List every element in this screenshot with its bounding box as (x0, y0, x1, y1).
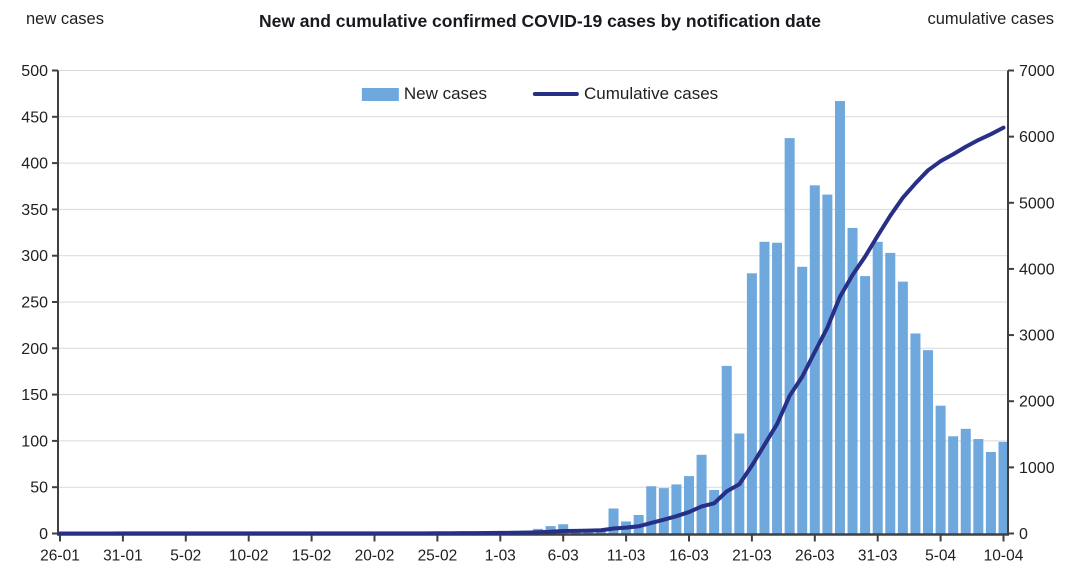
new-cases-bar-29-03 (847, 227, 858, 534)
new-cases-bar-16-03 (684, 476, 694, 534)
right-axis-tick-label: 6000 (1019, 129, 1055, 146)
new-cases-bar-6-03 (558, 524, 569, 534)
new-cases-bar-23-03 (772, 242, 783, 534)
x-axis-tick-label: 31-03 (858, 548, 898, 565)
cumulative-cases-line (58, 125, 1006, 536)
right-axis-tick-label: 2000 (1019, 394, 1055, 411)
new-cases-bar-4-04 (923, 350, 934, 534)
x-axis-tick-label: 5-04 (925, 548, 956, 565)
legend-item-new-cases: New cases (361, 84, 487, 104)
x-axis-tick-label: 26-03 (795, 548, 835, 565)
x-axis-tick-label: 16-03 (669, 548, 709, 565)
left-axis-tick-label: 500 (21, 63, 48, 80)
new-cases-bar-1-04 (885, 252, 896, 534)
right-axis-tick-label: 3000 (1019, 328, 1055, 345)
x-axis-tick-label: 21-03 (732, 548, 772, 565)
new-cases-bar-25-03 (797, 266, 808, 534)
left-axis-tick-label: 350 (21, 202, 48, 219)
new-cases-bar-27-03 (822, 194, 833, 534)
left-axis-tick-label: 100 (21, 433, 48, 450)
x-axis-tick-label: 5-02 (170, 548, 201, 565)
right-axis-tick-label: 4000 (1019, 261, 1055, 278)
x-axis-tick-label: 1-03 (485, 548, 516, 565)
left-axis-tick-label: 400 (21, 156, 48, 173)
right-axis-tick-label: 1000 (1019, 460, 1055, 477)
left-axis-tick-label: 150 (21, 387, 48, 404)
x-axis-tick-label: 20-02 (355, 548, 395, 565)
cumulative-line-swatch (532, 91, 579, 97)
left-axis-tick-label: 250 (21, 295, 48, 312)
new-cases-swatch (361, 87, 399, 101)
new-cases-bar-9-04 (985, 452, 996, 534)
legend: New cases Cumulative cases (361, 84, 719, 104)
new-cases-bar-18-03 (709, 489, 720, 534)
right-axis-title: cumulative cases (927, 10, 1054, 28)
new-cases-bar-22-03 (759, 241, 770, 534)
new-cases-bar-7-04 (960, 428, 971, 534)
right-axis-tick-label: 7000 (1019, 63, 1055, 80)
new-cases-bar-28-03 (834, 101, 845, 534)
legend-label-new-cases: New cases (403, 84, 487, 103)
new-cases-bar-14-03 (658, 488, 669, 534)
new-cases-bar-30-03 (860, 276, 871, 534)
x-axis-tick-label: 31-01 (103, 548, 143, 565)
new-cases-bar-3-04 (910, 333, 921, 534)
left-axis-tick-label: 50 (30, 480, 48, 497)
new-cases-bar-31-03 (872, 241, 883, 534)
new-cases-bar-2-04 (897, 281, 908, 534)
left-axis-title: new cases (26, 10, 104, 28)
x-axis-tick-label: 26-01 (40, 548, 80, 565)
right-axis-tick-label: 0 (1019, 526, 1028, 543)
left-axis-tick-label: 200 (21, 341, 48, 358)
x-axis-tick-label: 6-03 (548, 548, 579, 565)
new-cases-bar-21-03 (746, 273, 757, 534)
x-axis-tick-label: 10-04 (984, 548, 1024, 565)
new-cases-bar-5-04 (935, 405, 946, 534)
new-cases-bar-19-03 (721, 365, 732, 534)
legend-label-cumulative-cases: Cumulative cases (583, 84, 719, 103)
new-cases-bar-10-03 (608, 508, 619, 534)
left-axis-tick-label: 0 (39, 526, 48, 543)
new-cases-bar-8-04 (973, 439, 984, 534)
x-axis-tick-label: 15-02 (292, 548, 332, 565)
new-cases-bar-26-03 (809, 185, 820, 534)
x-axis-tick-label: 25-02 (418, 548, 458, 565)
new-cases-bar-6-04 (948, 436, 959, 534)
x-axis-tick-label: 11-03 (607, 548, 646, 565)
new-cases-bar-17-03 (696, 454, 707, 534)
left-axis-tick-label: 300 (21, 248, 48, 265)
new-cases-bar-10-04 (998, 441, 1009, 534)
left-axis-tick-label: 450 (21, 109, 48, 126)
x-axis-tick-label: 10-02 (229, 548, 269, 565)
right-axis-tick-label: 5000 (1019, 195, 1055, 212)
new-cases-bar-24-03 (784, 138, 795, 534)
new-cases-bar-13-03 (646, 486, 657, 534)
legend-item-cumulative-cases: Cumulative cases (532, 84, 719, 104)
new-cases-bar-15-03 (671, 484, 682, 534)
chart-title: New and cumulative confirmed COVID-19 ca… (258, 11, 822, 31)
